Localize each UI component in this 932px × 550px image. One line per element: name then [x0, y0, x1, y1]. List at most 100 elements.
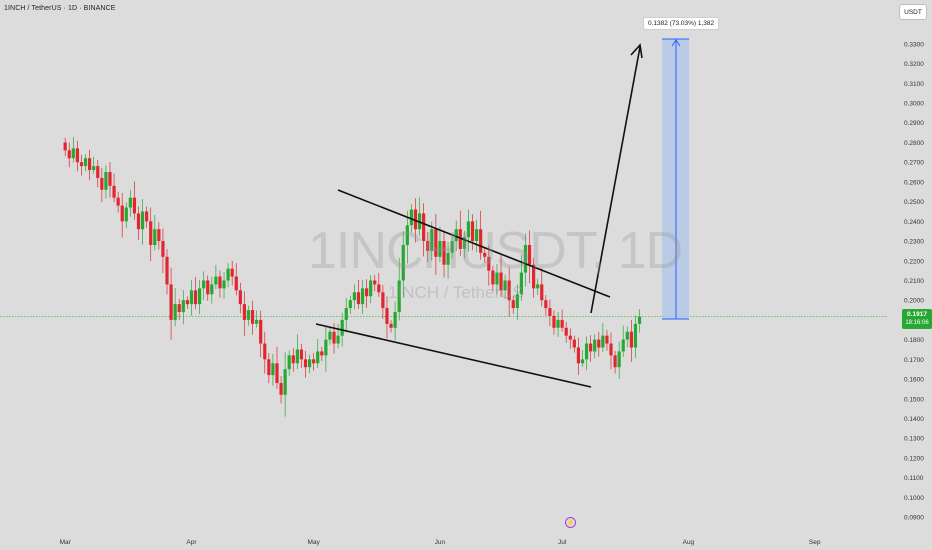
candle-body: [544, 300, 548, 309]
candle-body: [568, 335, 572, 340]
candle-body: [348, 300, 352, 309]
candle-body: [128, 197, 132, 208]
candle-body: [83, 158, 88, 167]
candle-body: [96, 166, 100, 178]
candle-body: [515, 294, 519, 309]
candle-body: [397, 280, 401, 313]
lightning-event-icon[interactable]: ⚡: [565, 517, 576, 528]
candle-body: [548, 308, 552, 316]
wedge-lower-trendline[interactable]: [315, 323, 592, 388]
candle-body: [238, 290, 242, 305]
price-tick-label: 0.2500: [904, 199, 924, 206]
candle-body: [605, 335, 609, 344]
candle-body: [275, 363, 279, 383]
candle-body: [523, 244, 528, 273]
candle-body: [185, 300, 189, 305]
time-axis[interactable]: Mar Apr May Jun Jul Aug Sep: [60, 539, 821, 546]
candle-body: [613, 355, 617, 368]
time-tick-label: Aug: [683, 539, 695, 546]
candle-body: [287, 355, 291, 370]
candle-body: [597, 339, 601, 348]
candle-body: [255, 319, 259, 324]
candle-body: [405, 225, 409, 245]
candle-body: [340, 319, 344, 336]
symbol-watermark: 1INCHUSDT, 1D: [308, 222, 683, 280]
candle-body: [365, 288, 369, 297]
candle-body: [291, 355, 295, 364]
candle-body: [438, 241, 442, 257]
candle-body: [393, 312, 397, 328]
candle-body: [234, 276, 238, 291]
candle-body: [100, 177, 104, 190]
candle-body: [295, 349, 299, 364]
last-price-tag: 0.1917 18:16:06: [902, 309, 932, 329]
candle-body: [446, 252, 450, 265]
candle-body: [621, 339, 625, 352]
candle-body: [499, 272, 503, 291]
measure-result-label: 0.1382 (73.03%) 1,382: [643, 17, 720, 30]
price-tick-label: 0.1300: [904, 436, 924, 443]
candle-body: [197, 288, 202, 305]
candle-body: [454, 229, 458, 242]
candle-body: [373, 280, 377, 285]
price-tick-label: 0.2300: [904, 239, 924, 246]
price-tick-label: 0.2600: [904, 179, 924, 186]
candle-body: [324, 339, 328, 356]
price-tick-label: 0.2400: [904, 219, 924, 226]
candle-body: [527, 244, 532, 265]
falling-wedge-drawing[interactable]: [315, 43, 643, 388]
candle-body: [222, 280, 226, 289]
bar-countdown: 18:16:06: [905, 320, 929, 326]
candle-body: [564, 327, 568, 336]
candle-body: [145, 211, 149, 222]
price-tick-label: 0.2100: [904, 278, 924, 285]
breakout-arrow-line[interactable]: [590, 46, 641, 314]
candle-body: [71, 148, 75, 159]
candle-body: [75, 148, 79, 163]
price-tick-label: 0.2900: [904, 120, 924, 127]
candle-body: [442, 241, 446, 265]
time-tick-label: May: [308, 539, 321, 546]
price-tick-label: 0.2200: [904, 258, 924, 265]
candle-body: [511, 300, 515, 309]
candle-body: [474, 229, 479, 242]
price-tick-label: 0.1600: [904, 377, 924, 384]
candle-body: [576, 347, 581, 364]
candle-body: [633, 323, 638, 348]
candle-body: [242, 304, 247, 320]
time-tick-label: Mar: [60, 539, 72, 546]
candle-body: [503, 280, 507, 291]
candle-body: [466, 221, 471, 238]
candle-body: [556, 319, 560, 328]
time-tick-label: Jun: [435, 539, 446, 546]
price-range-measure[interactable]: [662, 38, 689, 320]
candle-body: [169, 284, 173, 320]
candle-body: [519, 272, 523, 295]
candle-body: [250, 310, 255, 324]
candle-body: [79, 162, 84, 167]
price-axis[interactable]: 0.3300 0.3200 0.3100 0.3000 0.2900 0.2800 0.27…: [888, 0, 932, 550]
candle-body: [356, 292, 361, 305]
candle-body: [120, 205, 124, 222]
candle-body: [479, 229, 483, 253]
price-tick-label: 0.2700: [904, 160, 924, 167]
wedge-upper-trendline[interactable]: [337, 189, 611, 298]
candle-body: [332, 331, 336, 344]
candle-body: [132, 197, 137, 214]
candle-body: [360, 288, 365, 305]
candle-body: [336, 335, 340, 344]
candle-body: [462, 237, 466, 249]
candle-body: [206, 280, 210, 295]
candle-body: [202, 280, 206, 289]
candle-body: [401, 244, 405, 281]
candle-body: [88, 158, 92, 171]
candle-body: [320, 351, 324, 356]
candle-body: [104, 172, 108, 190]
candle-body: [426, 241, 430, 251]
price-tick-label: 0.3100: [904, 81, 924, 88]
price-tick-label: 0.3300: [904, 41, 924, 48]
pair-watermark: 1INCH / TetherUS: [388, 283, 524, 302]
candle-body: [450, 241, 454, 253]
currency-button[interactable]: USDT: [899, 4, 927, 20]
